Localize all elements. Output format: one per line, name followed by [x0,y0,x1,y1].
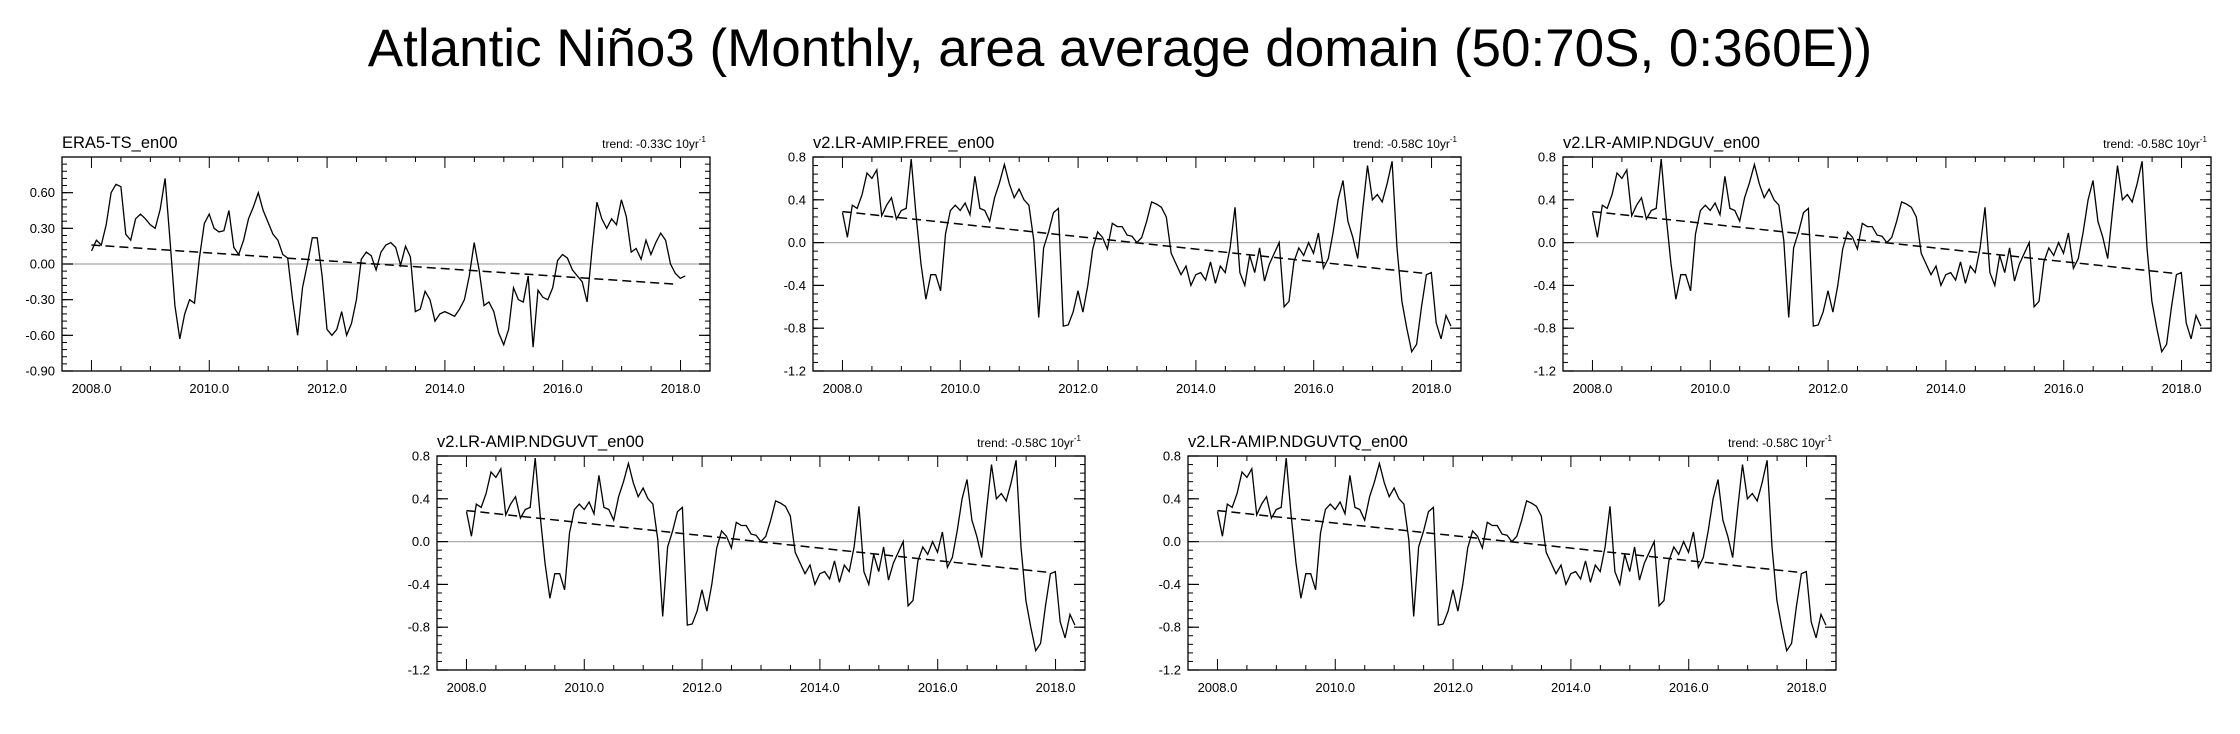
x-tick-label: 2016.0 [543,381,583,396]
x-tick-label: 2010.0 [1315,680,1355,695]
series-line [1591,159,2202,354]
y-tick-label: 0.4 [788,192,806,207]
y-tick-label: 0.60 [30,185,55,200]
trend-label: trend: -0.58C 10yr-1 [977,434,1081,450]
y-tick-label: 0.0 [412,534,430,549]
panel-1: -1.2 -0.8 -0.4 0.0 0.4 0.8 2008.0 2010.0 2012.0 2… [784,134,1462,396]
trend-label: trend: -0.33C 10yr-1 [602,135,706,151]
x-tick-label: 2016.0 [1294,381,1334,396]
y-tick-label: 0.0 [1538,235,1556,250]
y-tick-label: 0.4 [412,491,430,506]
x-tick-label: 2014.0 [1176,381,1216,396]
x-tick-label: 2016.0 [2044,381,2084,396]
x-tick-label: 2018.0 [1036,680,1076,695]
series-line [465,458,1076,653]
x-tick-label: 2010.0 [1690,381,1730,396]
series-line [1216,458,1827,653]
x-tick-label: 2008.0 [447,680,487,695]
y-tick-label: -0.8 [408,620,430,635]
figure-title: Atlantic Niño3 (Monthly, area average do… [367,19,1873,78]
panel-4: -1.2 -0.8 -0.4 0.0 0.4 0.8 2008.0 2010.0 2012.0 2… [1159,433,1837,695]
x-tick-label: 2014.0 [425,381,465,396]
y-tick-label: 0.8 [412,449,430,464]
y-tick-label: -1.2 [784,364,806,379]
y-tick-label: -0.4 [1534,278,1556,293]
y-tick-label: -1.2 [408,663,430,678]
trend-label: trend: -0.58C 10yr-1 [2103,135,2207,151]
plot-frame [436,455,1086,671]
y-tick-label: 0.4 [1163,491,1181,506]
x-tick-label: 2012.0 [1433,680,1473,695]
x-tick-label: 2010.0 [940,381,980,396]
x-tick-label: 2014.0 [1551,680,1591,695]
panel-2: -1.2 -0.8 -0.4 0.0 0.4 0.8 2008.0 2010.0 2012.0 2… [1534,134,2212,396]
x-tick-label: 2010.0 [564,680,604,695]
y-tick-label: 0.8 [1538,150,1556,165]
y-tick-label: -1.2 [1159,663,1181,678]
plot-frame [812,156,1462,372]
x-tick-label: 2008.0 [1198,680,1238,695]
x-tick-label: 2008.0 [1573,381,1613,396]
trend-label: trend: -0.58C 10yr-1 [1728,434,1832,450]
x-tick-label: 2010.0 [189,381,229,396]
y-tick-label: -0.90 [25,364,55,379]
x-tick-label: 2014.0 [800,680,840,695]
y-tick-label: 0.00 [30,257,55,272]
y-tick-label: 0.30 [30,221,55,236]
x-tick-label: 2014.0 [1926,381,1966,396]
trend-label: trend: -0.58C 10yr-1 [1353,135,1457,151]
plot-frame [1187,455,1837,671]
y-tick-label: -0.4 [1159,577,1181,592]
x-tick-label: 2018.0 [2162,381,2202,396]
x-tick-label: 2018.0 [661,381,701,396]
x-tick-label: 2012.0 [1808,381,1848,396]
x-tick-label: 2016.0 [1669,680,1709,695]
panel-title: v2.LR-AMIP.NDGUVTQ_en00 [1188,433,1408,451]
y-tick-label: 0.0 [788,235,806,250]
y-tick-label: -1.2 [1534,364,1556,379]
series-line [90,178,686,348]
y-tick-label: -0.30 [25,292,55,307]
panel-0: -0.90 -0.60 -0.30 0.00 0.30 0.60 2008.0 2010.0 2… [25,134,711,396]
x-tick-label: 2012.0 [307,381,347,396]
x-tick-label: 2012.0 [682,680,722,695]
y-tick-label: -0.8 [1159,620,1181,635]
panel-title: ERA5-TS_en00 [62,134,178,152]
y-tick-label: 0.0 [1163,534,1181,549]
y-tick-label: 0.8 [1163,449,1181,464]
series-line [841,159,1452,354]
x-tick-label: 2016.0 [918,680,958,695]
panel-title: v2.LR-AMIP.NDGUVT_en00 [437,433,644,451]
y-tick-label: -0.8 [1534,321,1556,336]
y-tick-label: 0.4 [1538,192,1556,207]
x-tick-label: 2018.0 [1787,680,1827,695]
y-tick-label: -0.4 [408,577,430,592]
y-tick-label: -0.8 [784,321,806,336]
y-tick-label: -0.4 [784,278,806,293]
plot-frame [1562,156,2212,372]
panel-title: v2.LR-AMIP.FREE_en00 [813,134,994,152]
x-tick-label: 2018.0 [1412,381,1452,396]
panel-3: -1.2 -0.8 -0.4 0.0 0.4 0.8 2008.0 2010.0 2012.0 2… [408,433,1086,695]
x-tick-label: 2008.0 [72,381,112,396]
panel-title: v2.LR-AMIP.NDGUV_en00 [1563,134,1760,152]
x-tick-label: 2008.0 [823,381,863,396]
x-tick-label: 2012.0 [1058,381,1098,396]
y-tick-label: 0.8 [788,150,806,165]
y-tick-label: -0.60 [25,328,55,343]
